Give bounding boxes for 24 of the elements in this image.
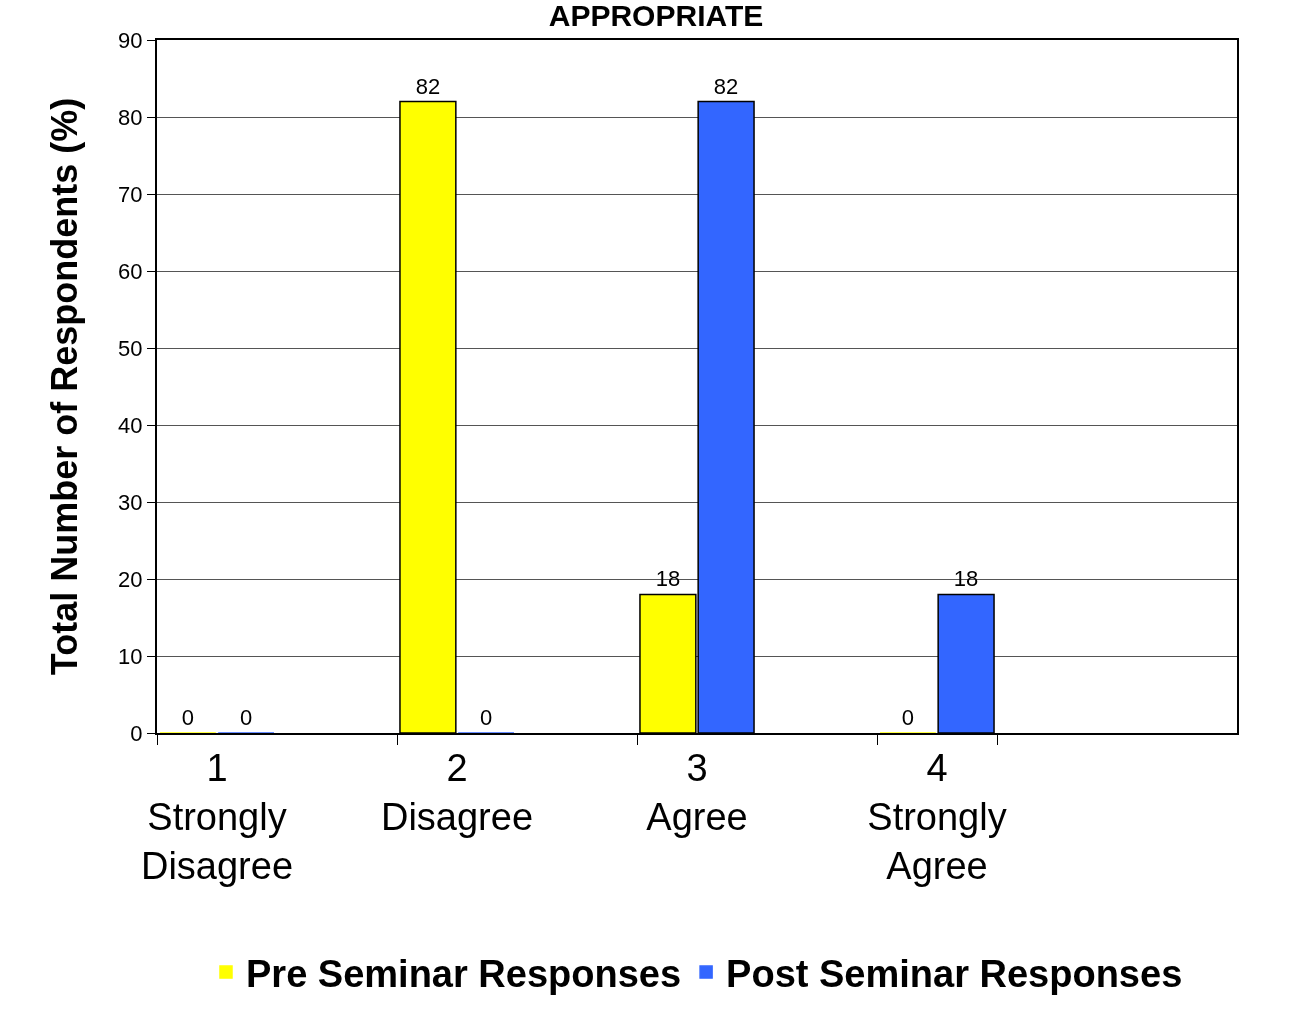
- y-tick-label: 60: [118, 258, 143, 284]
- y-tick-label: 10: [118, 643, 143, 669]
- x-tick-label: 2 Disagree: [380, 746, 534, 838]
- y-tick-label: 0: [130, 720, 143, 746]
- y-tick-label: 30: [118, 489, 143, 515]
- x-tick-label: 4 Strongly Agree: [867, 746, 1007, 888]
- data-label: 82: [415, 73, 441, 99]
- y-tick-label: 50: [118, 335, 143, 361]
- y-tick-label: 90: [118, 27, 143, 53]
- chart-title: APPROPRIATE: [548, 0, 764, 33]
- x-tick-label: 1 Strongly Disagree: [140, 746, 294, 888]
- data-label: 0: [239, 705, 253, 730]
- y-tick-label: 80: [118, 104, 143, 130]
- y-tick-label: 70: [118, 181, 143, 207]
- x-tick-label: 3 Agree: [646, 746, 748, 838]
- y-tick-label: 20: [118, 566, 143, 592]
- y-tick-label: 40: [118, 412, 143, 438]
- data-label: 0: [479, 705, 493, 730]
- data-label: 0: [901, 705, 915, 730]
- data-label: 82: [713, 73, 739, 99]
- y-axis-title: Total Number of Respondents (%): [43, 97, 85, 676]
- legend-label: Pre Seminar Responses: [246, 952, 682, 995]
- data-label: 0: [181, 705, 195, 730]
- legend-label: Post Seminar Responses: [726, 952, 1183, 995]
